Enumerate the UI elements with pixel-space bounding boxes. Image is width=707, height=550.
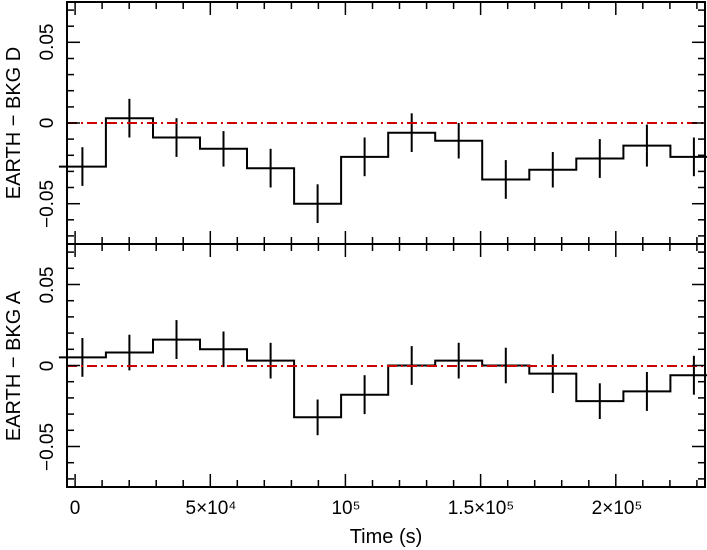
panel-top-ticks [67,2,705,244]
panel-earth-minus-bkg-d: 0.05 0 −0.05 EARTH − BKG D [3,1,707,245]
xtick-label-1: 0 [70,498,81,519]
panel-bottom-ticks [67,244,705,487]
panel-bottom-series [58,320,707,436]
panel-top-series [58,98,707,223]
panel-top-ylabel: EARTH − BKG D [3,47,25,199]
panel-bottom-ylabel: EARTH − BKG A [3,290,25,441]
panel-bottom-ytick-label-2: 0 [37,361,58,372]
xtick-label-3: 10⁵ [331,498,360,519]
xtick-label-4: 1.5×10⁵ [448,498,515,519]
panel-top-ytick-label-2: 0 [37,118,58,129]
xtick-label-5: 2×10⁵ [592,498,643,519]
panel-top-ytick-label-3: −0.05 [37,180,58,228]
panel-bottom-ytick-label-3: −0.05 [37,423,58,471]
x-axis-title: Time (s) [350,526,423,548]
panel-top-step-line [58,117,707,205]
panel-bottom-step-line [58,338,707,419]
panel-top-ytick-label-1: 0.05 [37,24,58,61]
panel-bottom-ytick-label-1: 0.05 [37,267,58,304]
panel-earth-minus-bkg-a: 0.05 0 −0.05 EARTH − BKG A [3,243,707,488]
xtick-label-2: 5×10⁴ [186,498,237,519]
